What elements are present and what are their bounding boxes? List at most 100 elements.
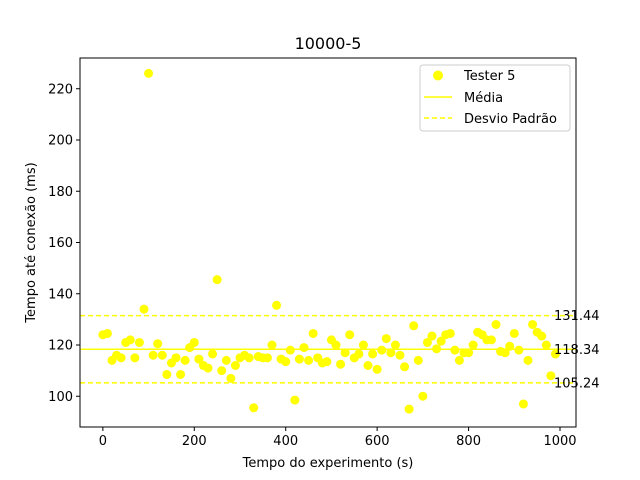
data-point xyxy=(340,348,350,358)
data-point xyxy=(404,404,414,414)
chart-title: 10000-5 xyxy=(295,34,362,53)
data-point xyxy=(267,340,277,350)
data-point xyxy=(162,369,172,379)
data-point xyxy=(381,334,391,344)
y-tick-label: 200 xyxy=(48,134,73,149)
data-point xyxy=(491,320,501,329)
legend: Tester 5 Média Desvio Padrão xyxy=(419,64,571,132)
data-point xyxy=(272,300,282,310)
legend-marker-points xyxy=(433,70,443,81)
data-point xyxy=(262,353,272,363)
data-point xyxy=(125,335,135,345)
data-point xyxy=(450,345,460,355)
legend-label-mean: Média xyxy=(464,91,503,106)
legend-label-std: Desvio Padrão xyxy=(464,112,557,127)
y-tick-label: 160 xyxy=(48,236,73,251)
x-axis-ticks: 0 200 400 600 800 1000 xyxy=(99,427,577,449)
data-point xyxy=(514,345,524,355)
data-point xyxy=(550,349,560,359)
data-point xyxy=(468,340,478,350)
data-point xyxy=(208,349,218,359)
plot-area xyxy=(80,68,576,414)
legend-box xyxy=(419,64,571,132)
data-point xyxy=(331,340,341,350)
data-point xyxy=(308,328,318,338)
data-point xyxy=(217,366,227,376)
data-point xyxy=(176,369,186,379)
y-tick-label: 140 xyxy=(48,287,73,302)
data-point xyxy=(395,350,405,360)
data-point xyxy=(290,395,300,405)
data-point xyxy=(244,353,254,363)
y-tick-label: 220 xyxy=(48,82,73,97)
data-point xyxy=(409,321,419,331)
data-point xyxy=(144,68,154,78)
data-point xyxy=(345,330,355,340)
data-point xyxy=(445,328,455,338)
data-point xyxy=(157,350,167,360)
data-point xyxy=(304,355,314,365)
data-point xyxy=(400,362,410,372)
legend-label-points: Tester 5 xyxy=(463,69,515,84)
data-point xyxy=(541,340,551,350)
data-point xyxy=(436,336,446,346)
x-tick-label: 1000 xyxy=(543,434,576,449)
data-point xyxy=(153,339,163,349)
mean-label: 118.34 xyxy=(554,343,600,358)
data-point xyxy=(358,340,368,350)
data-point xyxy=(377,345,387,355)
reference-line-labels: 131.44 118.34 105.24 xyxy=(554,309,600,391)
data-point xyxy=(322,357,332,367)
data-point xyxy=(299,343,309,353)
data-point xyxy=(546,371,556,381)
data-point xyxy=(537,331,547,341)
data-point xyxy=(203,363,213,373)
data-point xyxy=(386,348,396,358)
data-point xyxy=(336,359,346,369)
data-point xyxy=(130,353,140,363)
data-point xyxy=(505,341,515,351)
data-point xyxy=(523,355,533,365)
data-point xyxy=(354,349,364,359)
data-points xyxy=(98,68,560,414)
data-point xyxy=(148,350,158,360)
data-point xyxy=(189,337,199,347)
data-point xyxy=(464,348,474,358)
x-tick-label: 600 xyxy=(365,434,390,449)
data-point xyxy=(194,354,204,364)
data-point xyxy=(528,320,538,329)
data-point xyxy=(116,353,126,363)
y-tick-label: 120 xyxy=(48,339,73,354)
x-tick-label: 200 xyxy=(182,434,207,449)
data-point xyxy=(427,331,437,341)
data-point xyxy=(221,355,231,365)
data-point xyxy=(418,391,428,401)
data-point xyxy=(372,364,382,374)
std-lower-label: 105.24 xyxy=(554,376,600,391)
data-point xyxy=(212,275,222,285)
data-point xyxy=(413,355,423,365)
y-tick-label: 180 xyxy=(48,185,73,200)
data-point xyxy=(500,348,510,358)
data-point xyxy=(432,344,442,354)
x-tick-label: 400 xyxy=(273,434,298,449)
data-point xyxy=(134,337,144,347)
data-point xyxy=(281,357,291,367)
data-point xyxy=(249,403,259,413)
data-point xyxy=(139,304,149,314)
data-point xyxy=(363,361,373,370)
data-point xyxy=(226,373,236,383)
data-point xyxy=(368,349,378,359)
y-axis-label: Tempo até conexão (ms) xyxy=(24,162,39,323)
data-point xyxy=(518,399,528,409)
reference-lines xyxy=(80,314,576,384)
data-point xyxy=(102,328,112,338)
data-point xyxy=(454,355,464,365)
data-point xyxy=(390,340,400,350)
data-point xyxy=(180,355,190,365)
y-axis-ticks: 100 120 140 160 180 200 220 xyxy=(48,82,80,405)
std-upper-label: 131.44 xyxy=(554,309,600,324)
data-point xyxy=(171,353,181,363)
data-point xyxy=(486,335,496,345)
